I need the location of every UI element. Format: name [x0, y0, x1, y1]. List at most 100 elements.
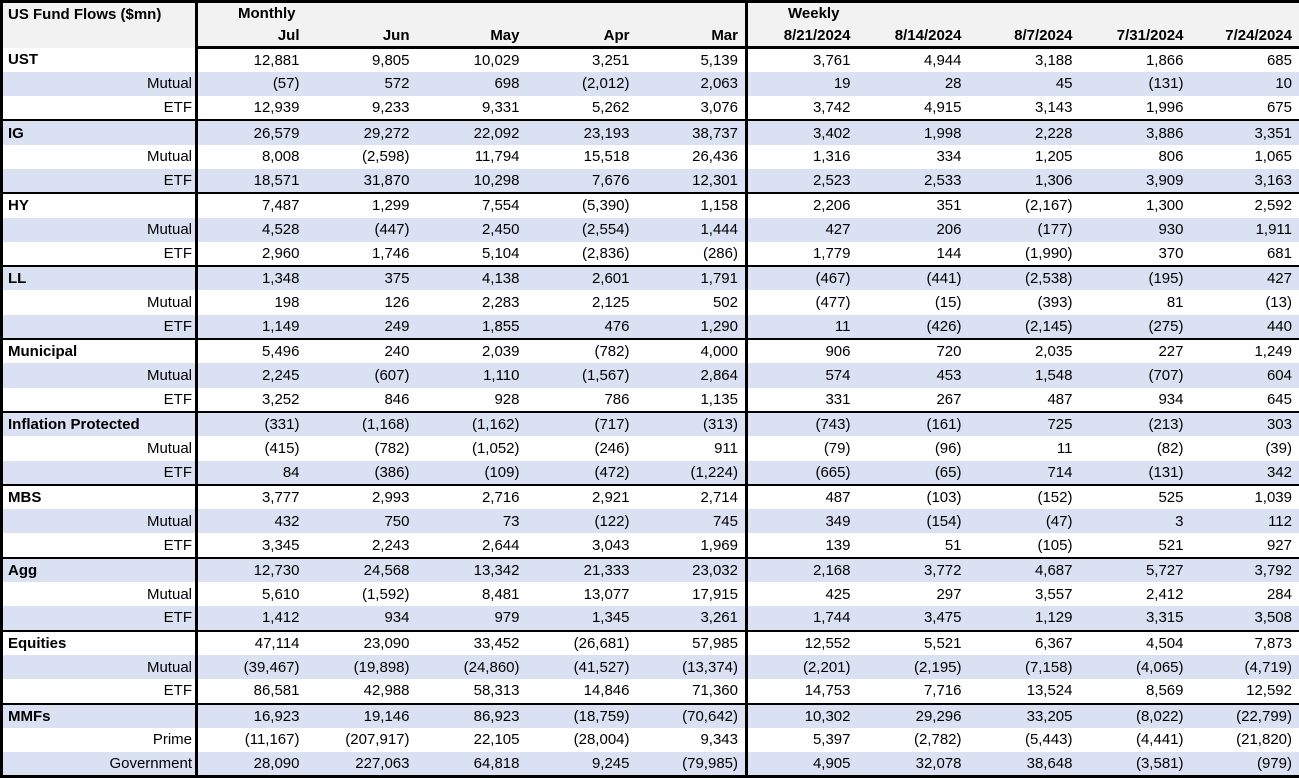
value-cell: 5,262 — [591, 99, 630, 117]
value-cell: 14,846 — [583, 682, 630, 700]
detail-row: ETF 12,939 9,233 9,331 5,262 3,076 3,742 4,915 3… — [1, 96, 1299, 121]
value-cell: 1,746 — [371, 245, 410, 263]
group-total-row: MBS 3,777 2,993 2,716 2,921 2,714 487 (103) (152… — [1, 483, 1299, 510]
value-cell: (743) — [746, 410, 858, 437]
value-cell: 84 — [196, 460, 307, 485]
value-cell: 911 — [636, 436, 748, 461]
value-cell: 351 — [857, 192, 969, 218]
value-cell: (1,592) — [361, 585, 410, 603]
value-cell: 3,076 — [636, 96, 748, 121]
header-spacer — [857, 1, 969, 25]
group-label: LL — [1, 265, 198, 291]
row-label: Government — [1, 752, 198, 777]
value-cell: 47,114 — [196, 629, 307, 655]
value-cell: (607) — [306, 363, 417, 388]
value-cell: 1,444 — [636, 217, 748, 242]
value-cell: 2,644 — [481, 536, 520, 554]
value-cell: 1,158 — [636, 192, 748, 218]
value-cell: 2,125 — [591, 294, 630, 312]
value-cell: 3,143 — [1034, 99, 1073, 117]
header-spacer — [416, 1, 527, 25]
value-cell: 19 — [746, 71, 858, 97]
value-cell: 15,518 — [583, 148, 630, 166]
value-cell: 334 — [936, 148, 962, 166]
value-cell: 487 — [1047, 390, 1073, 408]
value-cell: (82) — [1156, 439, 1184, 457]
value-cell: 725 — [968, 410, 1080, 437]
value-cell: 86,923 — [416, 702, 527, 728]
row-label: ETF — [1, 241, 198, 267]
value-cell: 23,032 — [636, 556, 748, 583]
value-cell: (103) — [857, 483, 969, 510]
value-cell: 1,135 — [636, 387, 748, 412]
value-cell: (28,004) — [573, 731, 630, 749]
value-cell: 9,805 — [371, 51, 410, 69]
value-cell: 5,521 — [857, 629, 969, 655]
header-spacer — [968, 1, 1080, 25]
value-cell: 4,504 — [1079, 629, 1191, 655]
value-cell: 2,533 — [857, 168, 969, 194]
value-cell: 1,998 — [857, 119, 969, 145]
value-cell: 2,412 — [1145, 585, 1184, 603]
value-cell: (7,158) — [968, 654, 1080, 680]
value-cell: (426) — [857, 314, 969, 340]
value-cell: 1,316 — [812, 148, 851, 166]
detail-row: ETF 3,345 2,243 2,644 3,043 1,969 139 51 (105) 52… — [1, 533, 1299, 558]
value-cell: (122) — [526, 509, 637, 534]
value-cell: 453 — [857, 363, 969, 388]
value-cell: 81 — [1166, 294, 1184, 312]
detail-row: Mutual (415) (782) (1,052) (246) 911 (79) (96) 1… — [1, 436, 1299, 461]
value-cell: 3,557 — [1034, 585, 1073, 603]
value-cell: 331 — [825, 390, 851, 408]
group-label: MMFs — [1, 702, 198, 728]
value-cell: (1,224) — [636, 460, 748, 485]
value-cell: 2,206 — [746, 192, 858, 218]
value-cell: 2,245 — [196, 363, 307, 388]
value-cell: 9,331 — [481, 99, 520, 117]
table-body: UST 12,881 9,805 10,029 3,251 5,139 3,761 4,944… — [1, 47, 1299, 777]
value-cell: 3,761 — [812, 51, 851, 69]
group-total-row: LL 1,348 375 4,138 2,601 1,791 (467) (441) (2,53… — [1, 265, 1299, 291]
row-label: Mutual — [1, 71, 198, 97]
value-cell: 73 — [416, 509, 527, 534]
group-total-row: Inflation Protected (331) (1,168) (1,162) (7… — [1, 410, 1299, 437]
value-cell: 1,129 — [968, 606, 1080, 631]
value-cell: (19,898) — [306, 654, 417, 680]
value-cell: 427 — [1190, 265, 1299, 291]
value-cell: 13,524 — [1026, 682, 1073, 700]
value-cell: 16,923 — [196, 702, 307, 728]
group-total-row: HY 7,487 1,299 7,554 (5,390) 1,158 2,206 351 (2,… — [1, 192, 1299, 218]
value-cell: 476 — [526, 314, 637, 340]
value-cell: (447) — [306, 217, 417, 242]
column-header-week-2: 8/14/2024 — [857, 24, 969, 49]
header-spacer — [306, 1, 417, 25]
detail-row: Mutual 5,610 (1,592) 8,481 13,077 17,915 425 29… — [1, 582, 1299, 607]
group-label: MBS — [1, 483, 198, 510]
column-header-jul: Jul — [196, 24, 307, 49]
value-cell: 2,592 — [1190, 192, 1299, 218]
value-cell: (1,162) — [416, 410, 527, 437]
row-label: Mutual — [1, 363, 198, 388]
group-total-row: Equities 47,114 23,090 33,452 (26,681) 57,985… — [1, 629, 1299, 655]
value-cell: 1,149 — [196, 314, 307, 340]
value-cell: 2,283 — [481, 294, 520, 312]
value-cell: 745 — [636, 509, 748, 534]
row-label: ETF — [1, 606, 198, 631]
value-cell: (4,719) — [1190, 654, 1299, 680]
value-cell: 23,090 — [306, 629, 417, 655]
value-cell: (21,820) — [1236, 731, 1292, 749]
detail-row: ETF 1,412 934 979 1,345 3,261 1,744 3,475 1,129 3… — [1, 606, 1299, 631]
value-cell: (109) — [416, 460, 527, 485]
value-cell: 17,915 — [636, 582, 748, 607]
value-cell: 13,077 — [583, 585, 630, 603]
detail-row: ETF 3,252 846 928 786 1,135 331 267 487 934 645 — [1, 387, 1299, 412]
value-cell: 2,716 — [416, 483, 527, 510]
value-cell: 1,299 — [306, 192, 417, 218]
header-spacer — [526, 1, 637, 25]
value-cell: (22,799) — [1190, 702, 1299, 728]
value-cell: (47) — [968, 509, 1080, 534]
value-cell: 3,261 — [636, 606, 748, 631]
value-cell: (177) — [968, 217, 1080, 242]
value-cell: 1,791 — [636, 265, 748, 291]
